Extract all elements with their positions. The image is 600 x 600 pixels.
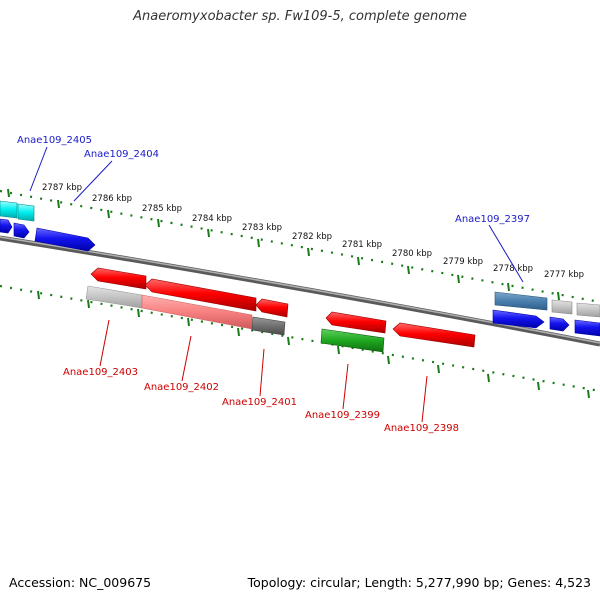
tick-label: 2782 kbp — [292, 232, 332, 242]
gene-label-anae109-2403[interactable]: Anae109_2403 — [63, 367, 138, 378]
accession-text: Accession: NC_009675 — [9, 575, 152, 590]
backbone-line — [0, 235, 600, 347]
map-title: Anaeromyxobacter sp. Fw109-5, complete g… — [133, 9, 467, 24]
tick-label: 2779 kbp — [443, 257, 483, 267]
gene-anae109-2400[interactable] — [325, 311, 387, 334]
gene-label-anae109-2399[interactable]: Anae109_2399 — [305, 410, 380, 421]
upper-pointer-lines — [29, 146, 524, 283]
gene-label-anae109-2397[interactable]: Anae109_2397 — [455, 214, 530, 225]
tick-label: 2784 kbp — [192, 214, 232, 224]
gene-anae109-2401[interactable] — [255, 298, 289, 318]
tick-label: 2778 kbp — [493, 264, 533, 274]
lower-pointer-lines — [99, 319, 428, 423]
tick-label: 2783 kbp — [242, 223, 282, 233]
gene-anae109-2397[interactable] — [494, 291, 548, 311]
gene-label-anae109-2401[interactable]: Anae109_2401 — [222, 397, 297, 408]
gene-blue[interactable] — [549, 316, 570, 332]
gene-anae109-2405[interactable] — [0, 200, 18, 219]
gene-anae109-2398[interactable] — [392, 322, 476, 348]
gene-anae109-2403-gray[interactable] — [85, 285, 143, 309]
gene-gray[interactable] — [551, 299, 573, 315]
gene-blue[interactable] — [492, 309, 545, 329]
upper-ticks — [7, 188, 560, 301]
gene-anae109-2404[interactable] — [17, 203, 35, 222]
gene-anae109-2399[interactable] — [320, 328, 385, 353]
forward-strand-genes — [0, 200, 600, 337]
gene-blue[interactable] — [0, 218, 13, 234]
gene-blue[interactable] — [574, 319, 600, 337]
gene-gray[interactable] — [576, 302, 600, 318]
gene-label-anae109-2404[interactable]: Anae109_2404 — [84, 149, 159, 160]
lower-ticks — [37, 290, 590, 399]
tick-label: 2780 kbp — [392, 249, 432, 259]
tick-label: 2785 kbp — [142, 204, 182, 214]
tick-label: 2787 kbp — [42, 183, 82, 193]
gene-anae109-2401-gray[interactable] — [251, 316, 286, 336]
gene-blue[interactable] — [34, 227, 96, 252]
backbone-highlight — [0, 236, 600, 344]
gene-label-anae109-2405[interactable]: Anae109_2405 — [17, 135, 92, 146]
gene-blue[interactable] — [13, 222, 30, 239]
tick-label: 2777 kbp — [544, 270, 584, 280]
tick-label: 2781 kbp — [342, 240, 382, 250]
reverse-strand-genes — [85, 267, 476, 353]
gene-label-anae109-2402[interactable]: Anae109_2402 — [144, 382, 219, 393]
tick-label: 2786 kbp — [92, 194, 132, 204]
genome-summary-text: Topology: circular; Length: 5,277,990 bp… — [247, 575, 591, 590]
gene-label-anae109-2398[interactable]: Anae109_2398 — [384, 423, 459, 434]
gene-anae109-2402[interactable] — [144, 278, 257, 312]
gene-anae109-2403[interactable] — [90, 267, 147, 290]
